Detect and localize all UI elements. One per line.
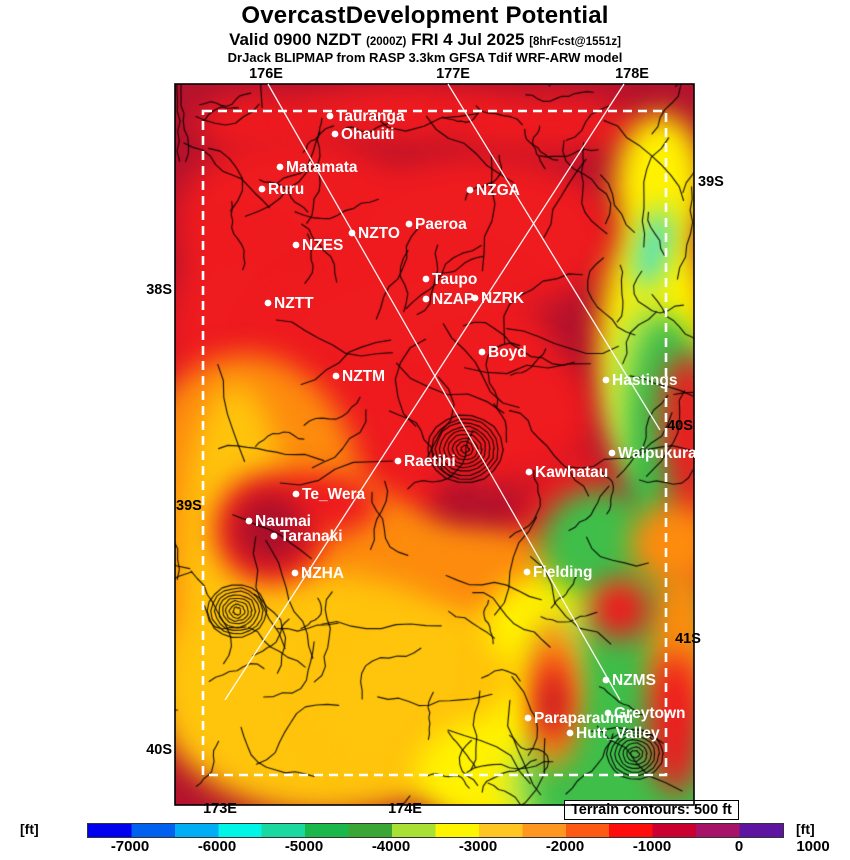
svg-text:40S: 40S bbox=[146, 742, 172, 758]
svg-text:178E: 178E bbox=[615, 66, 649, 82]
svg-text:Taupo: Taupo bbox=[432, 271, 477, 288]
svg-text:NZTO: NZTO bbox=[358, 225, 400, 242]
svg-text:174E: 174E bbox=[388, 801, 422, 817]
svg-text:Paeroa: Paeroa bbox=[415, 216, 467, 233]
svg-text:176E: 176E bbox=[249, 66, 283, 82]
svg-text:Waipukurau: Waipukurau bbox=[618, 445, 706, 462]
svg-text:Boyd: Boyd bbox=[488, 344, 527, 361]
svg-text:Ruru: Ruru bbox=[268, 181, 304, 198]
svg-text:39S: 39S bbox=[698, 174, 724, 190]
svg-text:NZTT: NZTT bbox=[274, 295, 314, 312]
svg-text:Hutt_Valley: Hutt_Valley bbox=[576, 725, 660, 742]
svg-text:Taranaki: Taranaki bbox=[280, 528, 343, 545]
svg-text:NZRK: NZRK bbox=[481, 290, 525, 307]
svg-text:Tauranga: Tauranga bbox=[336, 108, 405, 125]
svg-text:40S: 40S bbox=[667, 418, 693, 434]
svg-text:Fielding: Fielding bbox=[533, 564, 592, 581]
svg-text:Raetihi: Raetihi bbox=[404, 453, 456, 470]
svg-text:Te_Wera: Te_Wera bbox=[302, 486, 366, 503]
svg-text:38S: 38S bbox=[146, 282, 172, 298]
svg-text:Matamata: Matamata bbox=[286, 159, 358, 176]
svg-text:NZES: NZES bbox=[302, 237, 343, 254]
svg-text:NZMS: NZMS bbox=[612, 672, 656, 689]
svg-text:177E: 177E bbox=[436, 66, 470, 82]
svg-text:173E: 173E bbox=[203, 801, 237, 817]
svg-text:Hastings: Hastings bbox=[612, 372, 677, 389]
svg-text:41S: 41S bbox=[675, 631, 701, 647]
svg-text:NZGA: NZGA bbox=[476, 182, 520, 199]
svg-text:NZHA: NZHA bbox=[301, 565, 344, 582]
svg-text:Ohauiti: Ohauiti bbox=[341, 126, 394, 143]
svg-text:NZAP: NZAP bbox=[432, 291, 474, 308]
svg-text:Greytown: Greytown bbox=[614, 705, 685, 722]
svg-text:NZTM: NZTM bbox=[342, 368, 385, 385]
svg-text:39S: 39S bbox=[176, 498, 202, 514]
svg-text:Kawhatau: Kawhatau bbox=[535, 464, 608, 481]
